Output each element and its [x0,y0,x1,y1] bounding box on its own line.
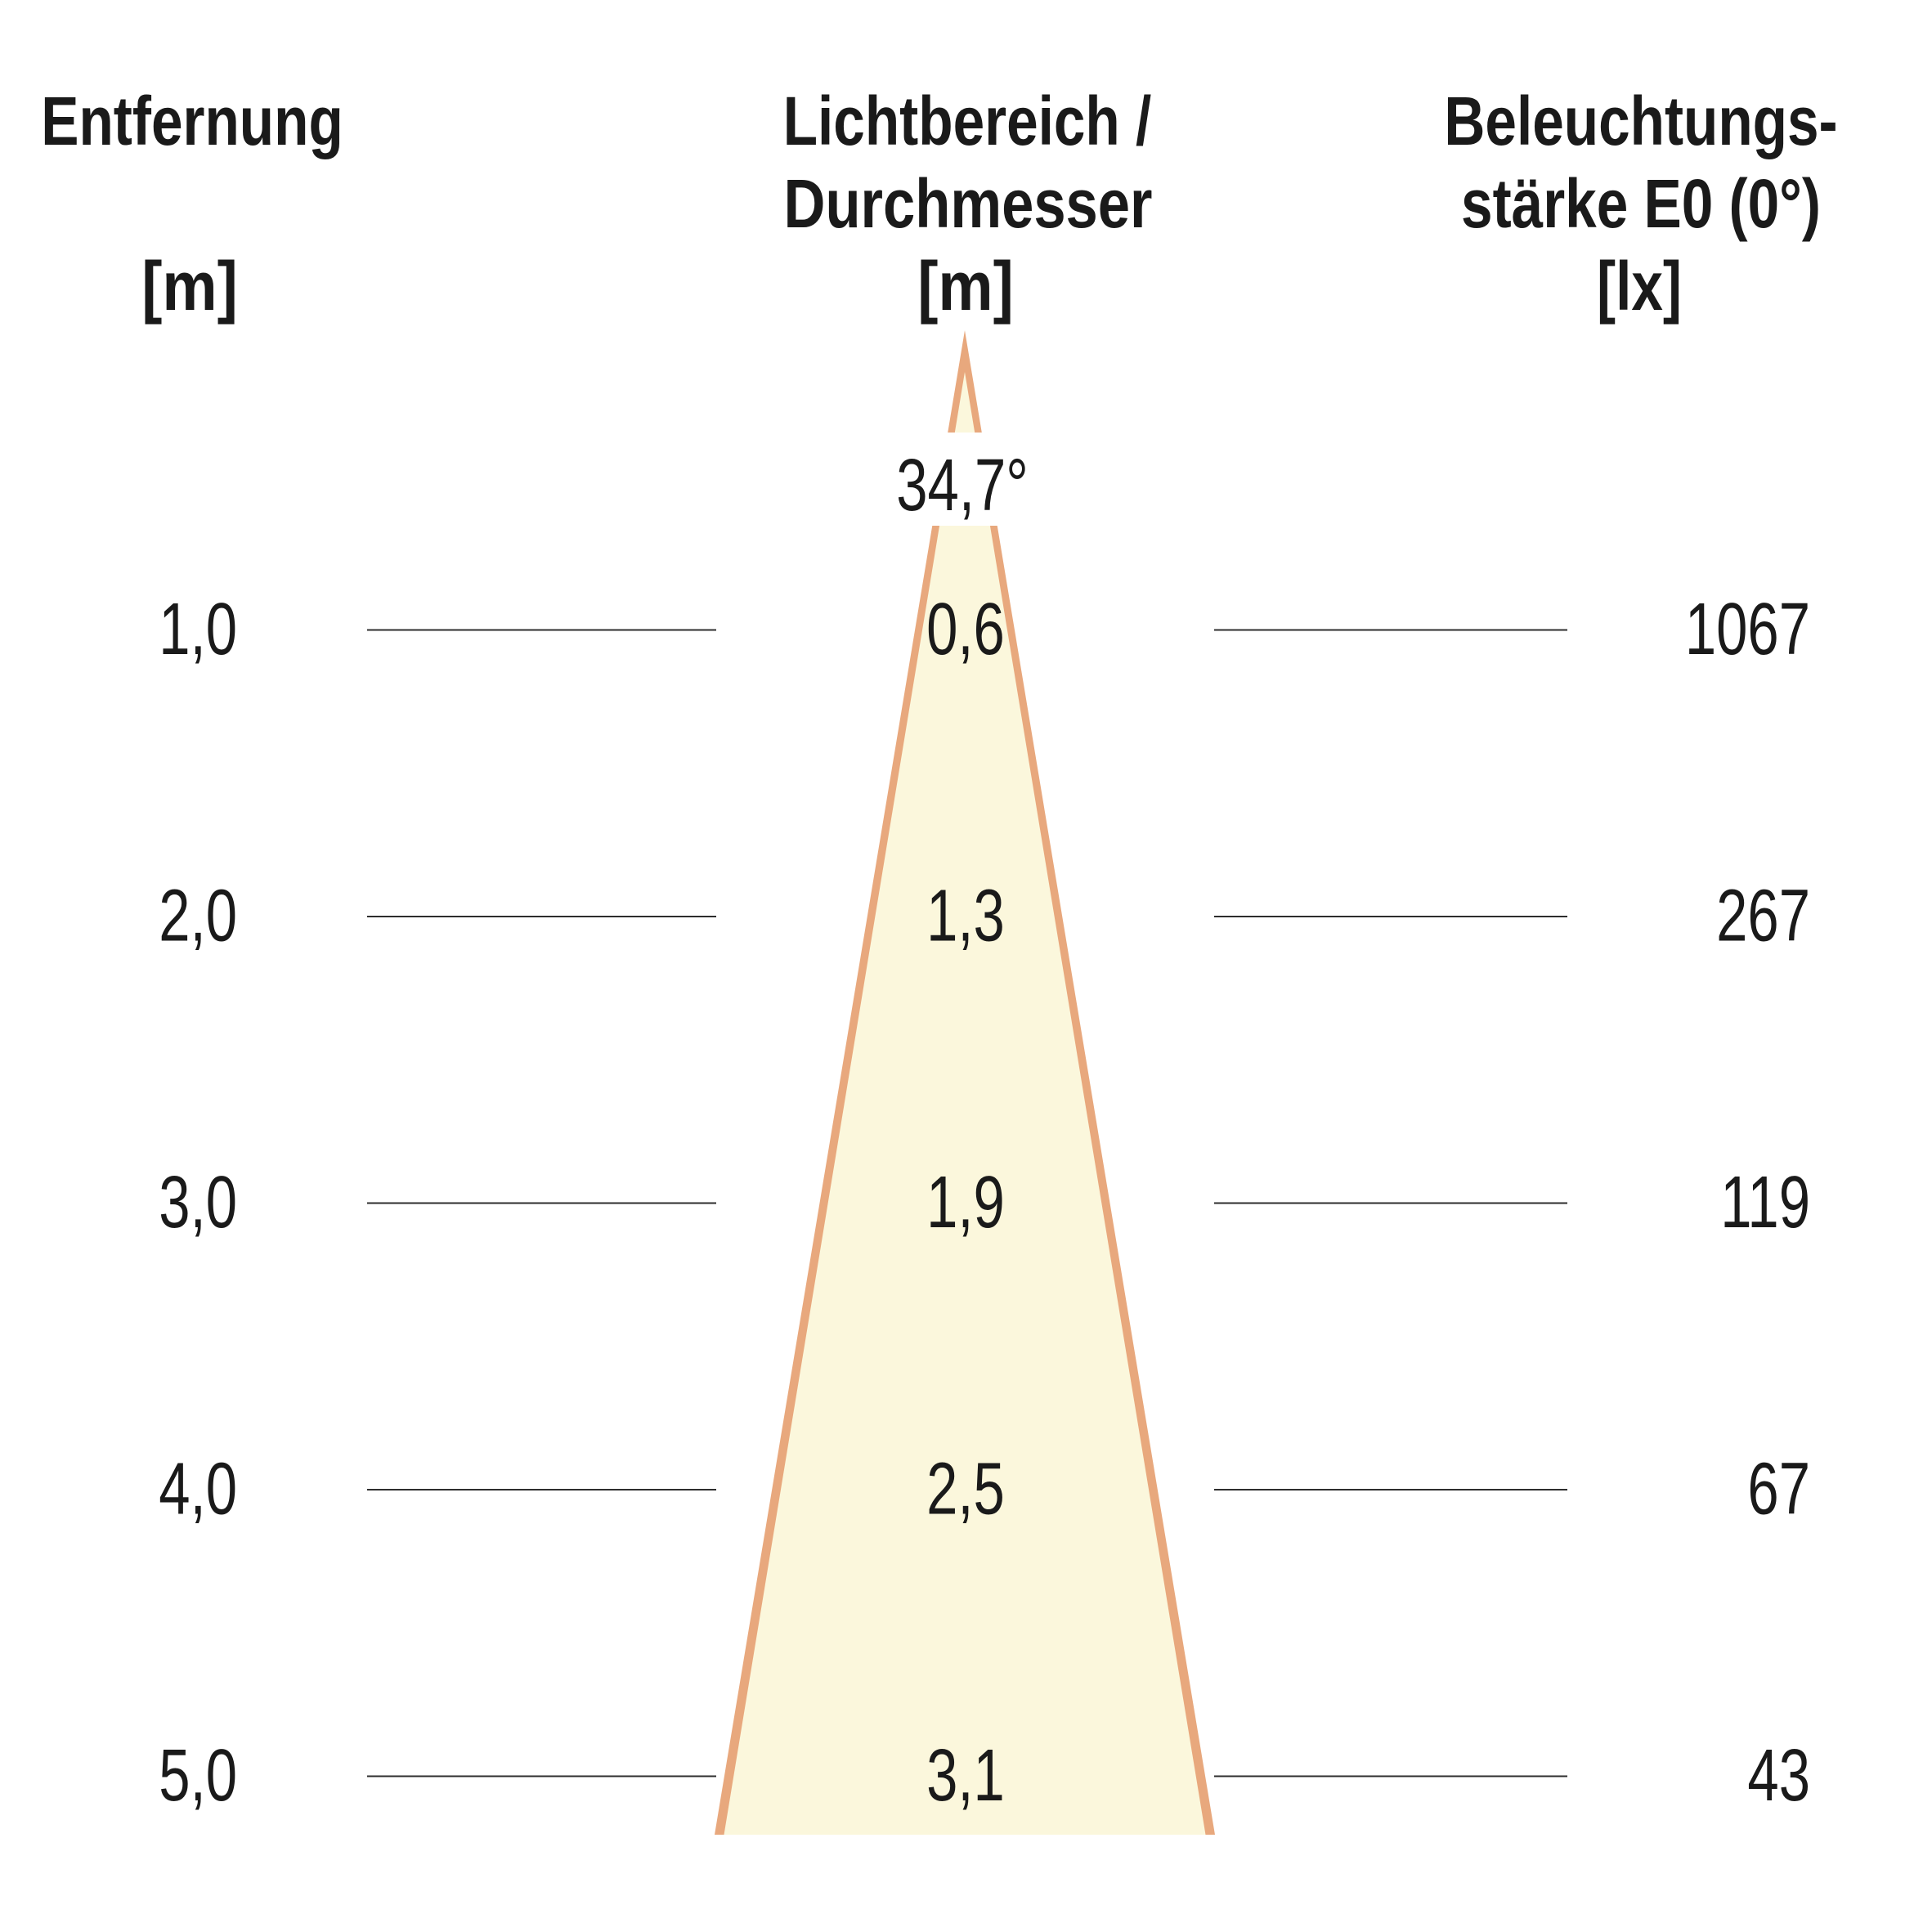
svg-text:43: 43 [1747,1733,1810,1816]
svg-text:5,0: 5,0 [159,1733,237,1816]
svg-text:3,1: 3,1 [926,1733,1005,1816]
svg-text:2,0: 2,0 [159,874,237,957]
svg-text:Durchmesser: Durchmesser [784,166,1153,242]
svg-text:1,0: 1,0 [159,587,237,670]
svg-text:1067: 1067 [1685,587,1810,670]
svg-text:[m]: [m] [141,248,238,325]
svg-text:1,9: 1,9 [926,1160,1005,1243]
svg-text:Lichtbereich /: Lichtbereich / [783,83,1152,160]
svg-text:Entfernung: Entfernung [41,83,343,160]
svg-text:34,7°: 34,7° [896,443,1029,526]
svg-text:Beleuchtungs-: Beleuchtungs- [1444,83,1837,160]
svg-text:1,3: 1,3 [926,874,1005,957]
svg-text:[m]: [m] [917,248,1014,325]
svg-text:267: 267 [1716,874,1810,957]
svg-text:67: 67 [1747,1447,1810,1530]
svg-text:4,0: 4,0 [159,1447,237,1530]
svg-text:3,0: 3,0 [159,1160,237,1243]
svg-text:[lx]: [lx] [1597,249,1682,325]
svg-text:stärke E0 (0°): stärke E0 (0°) [1461,166,1821,243]
svg-text:119: 119 [1720,1160,1810,1243]
svg-text:0,6: 0,6 [926,587,1005,670]
svg-text:2,5: 2,5 [926,1447,1005,1530]
